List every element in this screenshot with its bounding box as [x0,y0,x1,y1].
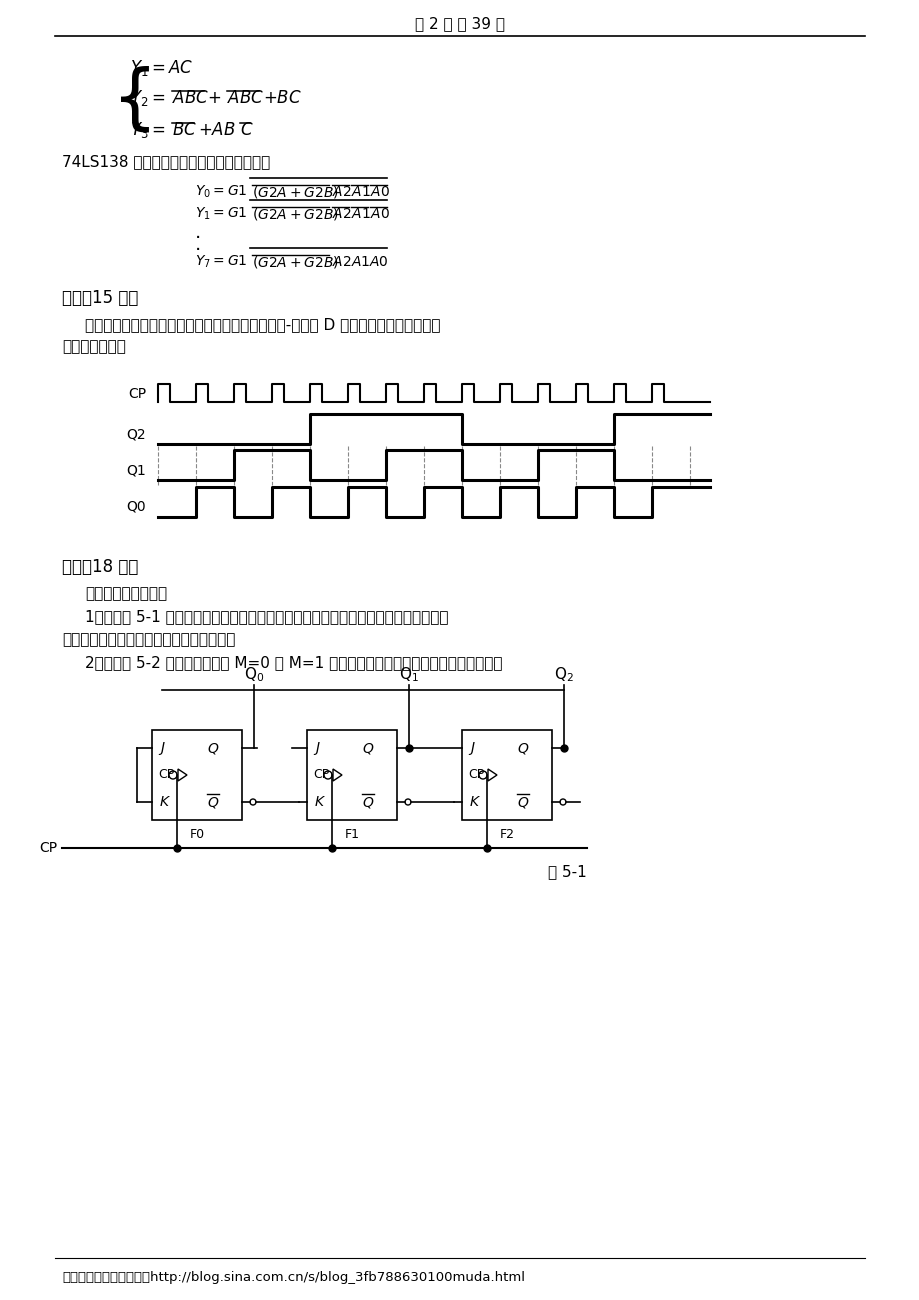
Text: $Y_1=G1$: $Y_1=G1$ [195,205,247,222]
Text: {: { [112,65,158,134]
Text: $+$: $+$ [207,88,221,107]
Bar [461,731,551,820]
Text: $Y_3=$: $Y_3=$ [130,120,165,140]
Text: $(G2A+G2B)$: $(G2A+G2B)$ [252,254,338,270]
Text: $C$: $C$ [240,121,254,139]
Text: Q2: Q2 [126,426,146,441]
Text: $ABC$: $ABC$ [227,88,264,107]
Text: Q$_0$: Q$_0$ [244,666,264,684]
Text: J: J [470,741,473,755]
Text: 第 2 页 共 39 页: 第 2 页 共 39 页 [414,17,505,31]
Text: CP: CP [128,387,146,400]
Text: $A2A1A0$: $A2A1A0$ [332,255,388,269]
Text: 转换图和时序波形，说明电路能否自启动。: 转换图和时序波形，说明电路能否自启动。 [62,633,235,647]
Text: Q: Q [516,741,528,755]
Text: Q1: Q1 [126,463,146,477]
Text: .: . [195,235,201,255]
Text: J: J [314,741,319,755]
Text: 答案参见我的新浪博客：http://blog.sina.com.cn/s/blog_3fb788630100muda.html: 答案参见我的新浪博客：http://blog.sina.com.cn/s/blo… [62,1270,525,1283]
Text: 图 5-1: 图 5-1 [548,864,586,880]
Text: $ABC$: $ABC$ [172,88,209,107]
Text: $A1$: $A1$ [351,185,370,199]
Text: 六．（18 分）: 六．（18 分） [62,558,138,576]
Text: $A2$: $A2$ [332,207,351,221]
Text: CP: CP [312,768,329,781]
Text: 按步骤完成下列两题: 按步骤完成下列两题 [85,586,167,602]
Text: $A2$: $A2$ [332,185,351,199]
Text: Q$_2$: Q$_2$ [553,666,573,684]
Text: $+AB$: $+AB$ [198,121,235,139]
Text: $Y_7=G1$: $Y_7=G1$ [195,254,247,270]
Text: .: . [195,224,201,243]
Text: 五．（15 分）: 五．（15 分） [62,289,138,307]
Bar [307,731,397,820]
Text: K: K [470,796,479,809]
Bar [152,731,242,820]
Text: $(G2A+G2B)$: $(G2A+G2B)$ [252,185,338,200]
Text: $Y_1 = AC$: $Y_1 = AC$ [130,58,193,78]
Text: 2．分析图 5-2 所示的计数器在 M=0 和 M=1 时各为几进制计数器，并画出状态转换图。: 2．分析图 5-2 所示的计数器在 M=0 和 M=1 时各为几进制计数器，并画… [85,655,502,671]
Text: Q$_1$: Q$_1$ [399,666,418,684]
Text: J: J [160,741,164,755]
Text: K: K [314,796,323,809]
Text: $Y_2=$: $Y_2=$ [130,88,165,108]
Text: 求按步骤设计。: 求按步骤设计。 [62,339,126,355]
Text: F1: F1 [344,828,359,841]
Text: Q: Q [361,741,372,755]
Text: K: K [160,796,169,809]
Text: $A0$: $A0$ [369,207,390,221]
Text: CP: CP [158,768,174,781]
Text: 1．分析图 5-1 所示电路的逻辑功能：写出驱动方程，列出状态转换表，画出完全状态: 1．分析图 5-1 所示电路的逻辑功能：写出驱动方程，列出状态转换表，画出完全状… [85,610,448,624]
Text: $BC$: $BC$ [172,121,197,139]
Text: F2: F2 [499,828,514,841]
Text: $+ BC$: $+ BC$ [263,88,301,107]
Text: 已知同步计数器的时序波形如下图所示。试用维持-阻塞型 D 触发器实现该计数器。要: 已知同步计数器的时序波形如下图所示。试用维持-阻塞型 D 触发器实现该计数器。要 [85,317,440,333]
Text: CP: CP [39,841,57,855]
Text: Q: Q [207,796,218,809]
Text: $A0$: $A0$ [369,185,390,199]
Text: $Y_0=G1$: $Y_0=G1$ [195,183,247,200]
Text: Q: Q [361,796,372,809]
Text: 74LS138 逻辑表达式和逻辑符号如下所示。: 74LS138 逻辑表达式和逻辑符号如下所示。 [62,155,270,169]
Text: F0: F0 [189,828,204,841]
Text: Q: Q [516,796,528,809]
Text: Q: Q [207,741,218,755]
Text: CP: CP [468,768,483,781]
Text: $A1$: $A1$ [351,207,370,221]
Text: Q0: Q0 [126,500,146,514]
Text: $(G2A+G2B)$: $(G2A+G2B)$ [252,205,338,222]
